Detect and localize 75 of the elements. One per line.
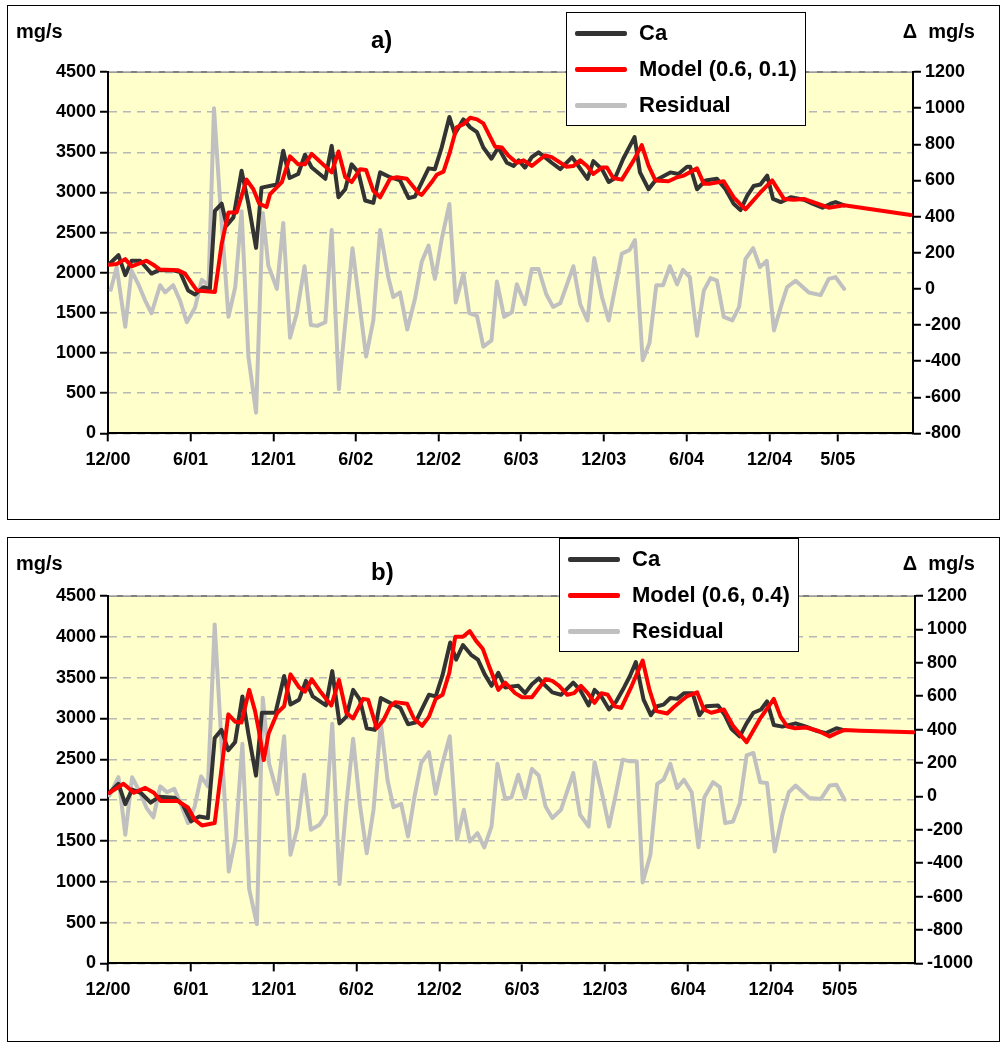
y-tick-label: 4500 bbox=[56, 60, 97, 81]
x-tick-label: 12/03 bbox=[582, 979, 628, 1000]
x-tick-label: 12/02 bbox=[416, 979, 462, 1000]
y-tick-label: 4000 bbox=[56, 625, 97, 646]
y2-tick-label: -600 bbox=[924, 386, 961, 407]
y2-tick-label: 400 bbox=[924, 205, 955, 226]
legend-label: Ca bbox=[639, 20, 668, 46]
y2-tick-label: 200 bbox=[926, 751, 958, 772]
y2-axis-title: Δ mg/s bbox=[902, 552, 975, 575]
x-tick-label: 5/05 bbox=[820, 449, 856, 470]
x-tick-label: 6/02 bbox=[338, 979, 374, 1000]
y2-tick-label: -800 bbox=[926, 918, 963, 939]
y2-tick-label: 0 bbox=[924, 277, 935, 298]
y2-tick-label: 600 bbox=[926, 685, 958, 706]
x-tick-label: 12/01 bbox=[251, 979, 297, 1000]
x-tick-label: 12/03 bbox=[581, 449, 627, 470]
y2-tick-label: -400 bbox=[924, 350, 961, 371]
chart-title: b) bbox=[371, 558, 394, 586]
y-tick-label: 1000 bbox=[56, 870, 97, 891]
y-tick-label: 1000 bbox=[56, 342, 97, 363]
y2-tick-label: -400 bbox=[926, 852, 963, 873]
y2-tick-label: 1200 bbox=[924, 60, 965, 81]
y2-axis-title: Δ mg/s bbox=[902, 20, 975, 43]
y2-tick-label: -1000 bbox=[926, 952, 974, 973]
x-tick-label: 6/01 bbox=[173, 979, 209, 1000]
y-tick-label: 3500 bbox=[56, 666, 97, 687]
y2-tick-label: 1000 bbox=[926, 618, 968, 639]
y2-tick-label: -200 bbox=[924, 313, 961, 334]
x-tick-label: 6/03 bbox=[503, 449, 539, 470]
y2-tick-label: 0 bbox=[926, 785, 937, 806]
y2-tick-label: -200 bbox=[926, 818, 963, 839]
y2-tick-label: 400 bbox=[926, 718, 958, 739]
y2-tick-label: 800 bbox=[926, 651, 958, 672]
y2-tick-label: -600 bbox=[926, 885, 963, 906]
x-tick-label: 6/04 bbox=[670, 979, 706, 1000]
y-tick-label: 2500 bbox=[56, 221, 97, 242]
x-tick-label: 12/00 bbox=[85, 449, 131, 470]
y-tick-label: 500 bbox=[66, 382, 97, 403]
y-tick-label: 2000 bbox=[56, 789, 97, 810]
y-tick-label: 0 bbox=[86, 952, 97, 973]
y-tick-label: 2500 bbox=[56, 748, 97, 769]
legend-label: Ca bbox=[632, 546, 661, 572]
y-tick-label: 1500 bbox=[56, 829, 97, 850]
y-tick-label: 500 bbox=[66, 911, 97, 932]
y-tick-label: 0 bbox=[86, 422, 97, 443]
y2-tick-label: 800 bbox=[924, 133, 955, 154]
x-tick-label: 12/01 bbox=[250, 449, 296, 470]
y2-tick-label: 1000 bbox=[924, 97, 965, 118]
legend-label: Residual bbox=[639, 92, 731, 118]
x-tick-label: 6/03 bbox=[504, 979, 540, 1000]
x-tick-label: 12/04 bbox=[748, 979, 794, 1000]
y-tick-label: 4500 bbox=[56, 584, 97, 605]
chart-title: a) bbox=[371, 26, 393, 54]
y-axis-title: mg/s bbox=[16, 552, 63, 575]
legend-label: Model (0.6, 0.1) bbox=[639, 56, 797, 82]
y-tick-label: 2000 bbox=[56, 261, 97, 282]
x-tick-label: 6/02 bbox=[338, 449, 374, 470]
x-tick-label: 12/04 bbox=[746, 449, 792, 470]
y-axis-title: mg/s bbox=[16, 20, 63, 43]
y2-tick-label: -800 bbox=[924, 422, 961, 443]
y-tick-label: 4000 bbox=[56, 101, 97, 122]
y2-tick-label: 200 bbox=[924, 241, 955, 262]
y-tick-label: 1500 bbox=[56, 301, 97, 322]
legend-label: Residual bbox=[632, 618, 724, 644]
legend-label: Model (0.6, 0.4) bbox=[632, 582, 790, 608]
x-tick-label: 12/00 bbox=[85, 979, 131, 1000]
x-tick-label: 6/01 bbox=[172, 449, 208, 470]
y2-tick-label: 1200 bbox=[926, 584, 968, 605]
x-tick-label: 12/02 bbox=[416, 449, 462, 470]
x-tick-label: 5/05 bbox=[822, 979, 858, 1000]
y-tick-label: 3000 bbox=[56, 181, 97, 202]
y2-tick-label: 600 bbox=[924, 169, 955, 190]
x-tick-label: 6/04 bbox=[669, 449, 705, 470]
y-tick-label: 3500 bbox=[56, 141, 97, 162]
y-tick-label: 3000 bbox=[56, 707, 97, 728]
